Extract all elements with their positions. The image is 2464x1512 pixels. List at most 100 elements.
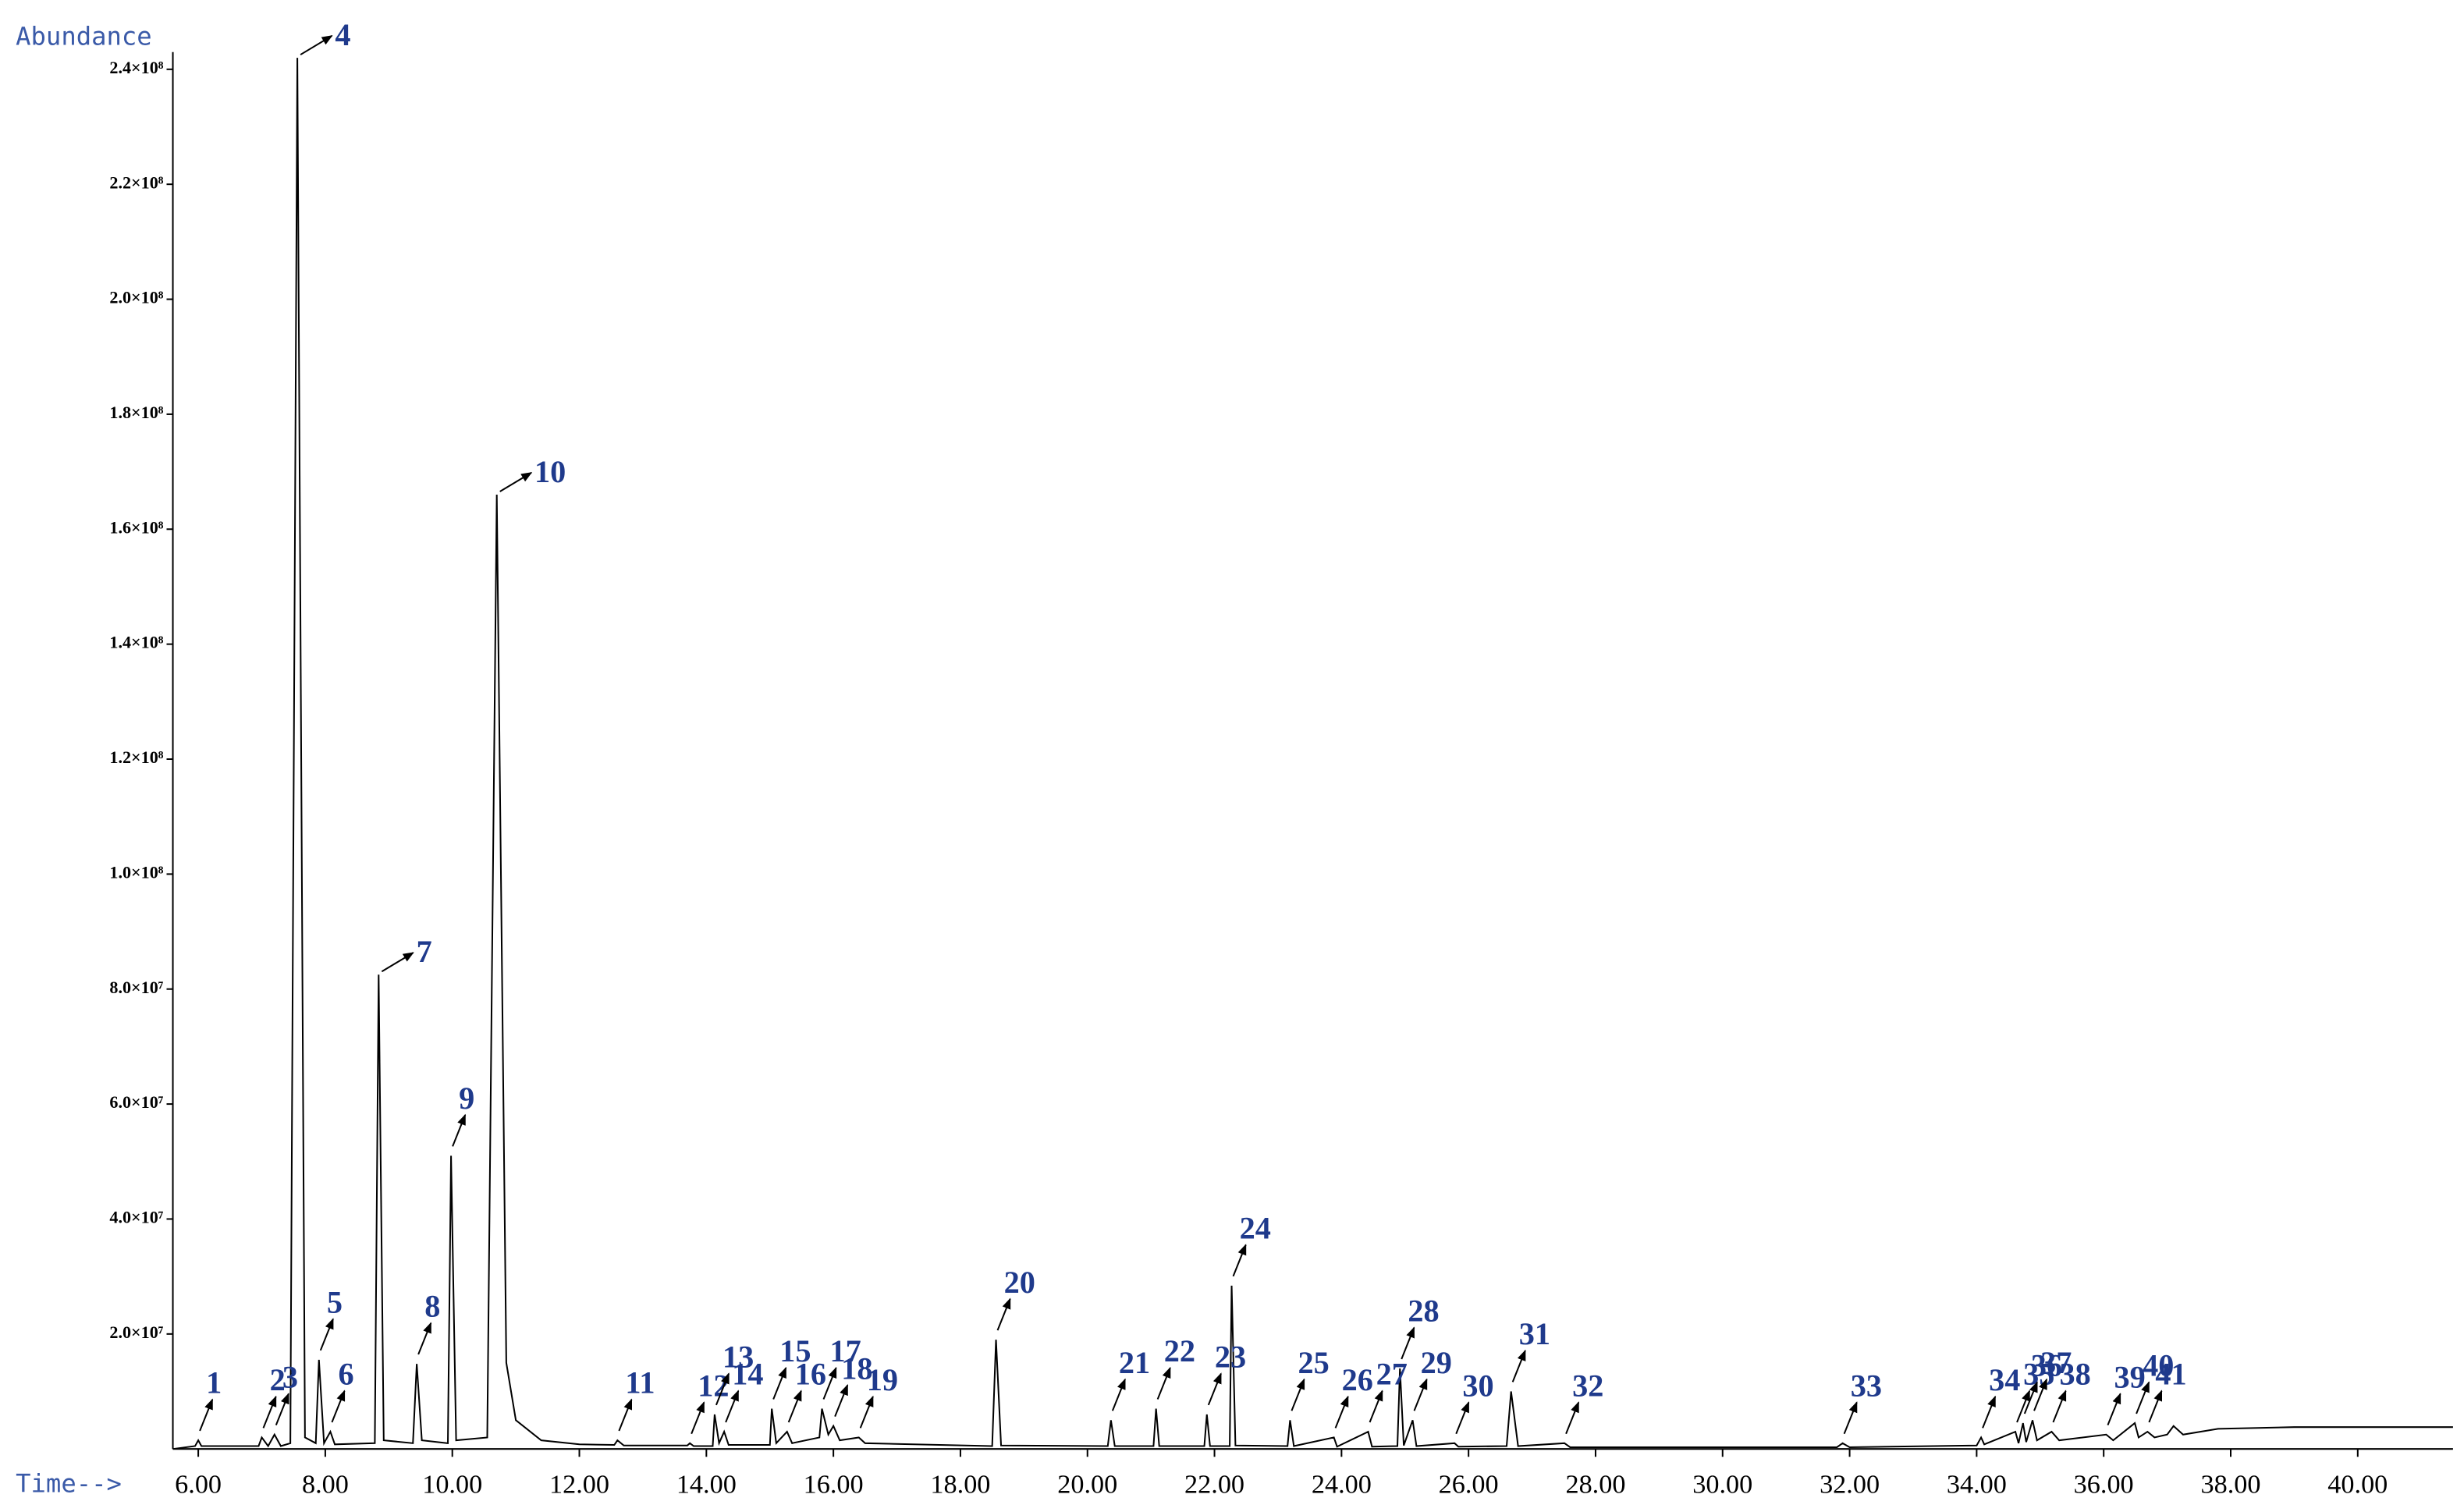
x-tick-label: 14.00 [676, 1469, 737, 1499]
peak-arrow [1843, 1401, 1858, 1435]
peak-label: 26 [1342, 1362, 1373, 1397]
peak-label: 30 [1462, 1368, 1493, 1403]
peak-label: 15 [779, 1333, 811, 1368]
peak-arrow [1413, 1378, 1428, 1411]
y-tick-label: 4.0×10⁷ [109, 1208, 163, 1227]
peak-label: 24 [1240, 1211, 1271, 1246]
y-tick-label: 2.2×10⁸ [109, 172, 163, 192]
peak-arrow [715, 1372, 730, 1406]
peak-arrow [1111, 1378, 1126, 1411]
peak-arrow [1334, 1395, 1349, 1429]
peak-label: 17 [830, 1333, 861, 1368]
peak-label: 29 [1421, 1345, 1452, 1380]
peak-arrow [1565, 1401, 1580, 1435]
peak-arrow [787, 1390, 802, 1423]
peak-arrow [1511, 1349, 1526, 1382]
peak-arrow [2033, 1378, 2048, 1411]
y-tick-label: 2.4×10⁸ [109, 58, 163, 77]
peak-arrow [772, 1366, 787, 1400]
x-tick-label: 32.00 [1820, 1469, 1880, 1499]
peak-label: 20 [1004, 1265, 1035, 1300]
peak-arrow [2107, 1393, 2121, 1426]
peak-arrow [1982, 1395, 1997, 1429]
peak-label: 6 [338, 1357, 353, 1392]
peak-arrow [2016, 1390, 2031, 1423]
peak-label: 36 [2031, 1348, 2062, 1383]
peak-label: 27 [1376, 1357, 1408, 1392]
peak-label: 7 [417, 934, 432, 969]
peak-label: 31 [1519, 1316, 1550, 1351]
peak-arrow [499, 472, 533, 492]
peak-arrow [822, 1366, 837, 1400]
peak-arrow [834, 1384, 849, 1418]
x-tick-label: 20.00 [1057, 1469, 1117, 1499]
peak-arrow [199, 1398, 214, 1432]
peak-arrow [1232, 1244, 1247, 1277]
peak-arrow [1291, 1378, 1305, 1411]
peak-arrow [2023, 1381, 2038, 1414]
peak-arrow [996, 1297, 1011, 1331]
peak-label: 13 [723, 1340, 754, 1375]
peak-label: 9 [459, 1081, 474, 1116]
peak-arrow [2052, 1390, 2067, 1423]
x-tick-label: 8.00 [302, 1469, 349, 1499]
y-axis-label: Abundance [16, 22, 152, 51]
x-tick-label: 34.00 [1947, 1469, 2007, 1499]
peak-arrow [618, 1398, 633, 1432]
y-tick-label: 2.0×10⁸ [109, 288, 163, 307]
y-tick-label: 6.0×10⁷ [109, 1092, 163, 1112]
peak-label: 23 [1215, 1340, 1246, 1375]
peak-label: 8 [424, 1289, 440, 1324]
peak-label: 22 [1164, 1333, 1195, 1368]
peak-label: 38 [2060, 1357, 2091, 1392]
x-tick-label: 24.00 [1312, 1469, 1372, 1499]
peak-arrow [417, 1322, 432, 1355]
peak-arrow [1369, 1390, 1383, 1423]
peak-label: 1 [206, 1365, 222, 1400]
x-tick-label: 12.00 [549, 1469, 609, 1499]
peak-label: 39 [2114, 1359, 2146, 1394]
peak-label: 19 [867, 1362, 898, 1397]
peak-label: 5 [327, 1285, 343, 1320]
peak-arrow [2148, 1390, 2163, 1423]
trace [172, 58, 2453, 1450]
peak-arrow [859, 1395, 874, 1429]
peak-label: 14 [732, 1357, 763, 1392]
peak-label: 40 [2143, 1348, 2174, 1383]
peak-arrow [300, 35, 333, 55]
peak-arrow [275, 1393, 289, 1426]
peak-arrow [1156, 1366, 1171, 1400]
x-tick-label: 36.00 [2074, 1469, 2134, 1499]
x-tick-label: 38.00 [2200, 1469, 2260, 1499]
peak-label: 37 [2040, 1345, 2072, 1380]
peak-arrow [331, 1390, 346, 1423]
peak-arrow [1207, 1372, 1222, 1406]
peak-arrow [452, 1113, 467, 1147]
x-tick-label: 30.00 [1692, 1469, 1752, 1499]
peak-label: 25 [1298, 1345, 1329, 1380]
peak-label: 34 [1989, 1362, 2020, 1397]
peak-label: 33 [1851, 1368, 1882, 1403]
peak-label: 11 [625, 1365, 655, 1400]
peak-label: 32 [1572, 1368, 1603, 1403]
peak-arrow [2136, 1381, 2150, 1414]
peak-label: 28 [1408, 1294, 1439, 1329]
y-tick-label: 1.0×10⁸ [109, 862, 163, 882]
peak-arrow [1455, 1401, 1470, 1435]
y-tick-label: 2.0×10⁷ [109, 1322, 163, 1342]
y-tick-label: 1.6×10⁸ [109, 517, 163, 537]
peak-label: 4 [335, 17, 350, 52]
peak-arrow [1401, 1326, 1415, 1360]
x-tick-label: 6.00 [175, 1469, 222, 1499]
peak-label: 3 [282, 1359, 298, 1394]
peak-label: 18 [841, 1351, 872, 1386]
y-tick-label: 1.2×10⁸ [109, 747, 163, 767]
peak-arrow [319, 1318, 334, 1351]
peak-label: 10 [534, 454, 566, 489]
peak-label: 41 [2155, 1357, 2186, 1392]
x-tick-label: 22.00 [1184, 1469, 1244, 1499]
y-tick-label: 1.8×10⁸ [109, 403, 163, 422]
x-tick-label: 16.00 [804, 1469, 864, 1499]
